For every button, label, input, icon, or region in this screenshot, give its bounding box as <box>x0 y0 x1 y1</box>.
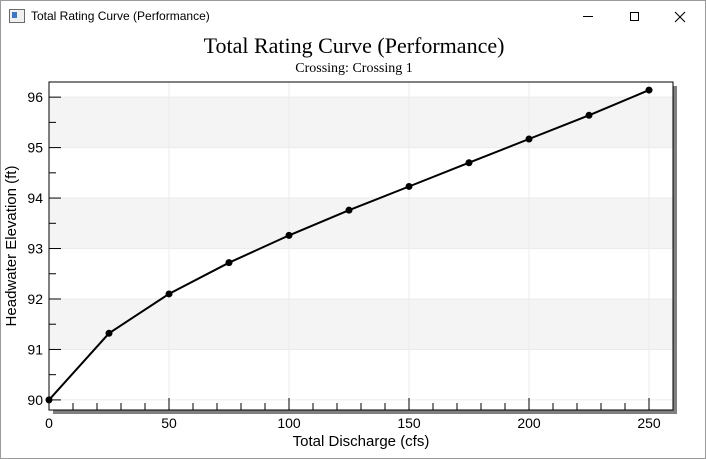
x-tick-label: 250 <box>637 415 661 431</box>
y-tick-label: 90 <box>27 392 43 408</box>
title-bar[interactable]: Total Rating Curve (Performance) <box>1 1 705 32</box>
data-point <box>225 259 233 267</box>
y-tick-label: 95 <box>27 140 43 156</box>
chart-subtitle: Crossing: Crossing 1 <box>295 61 412 76</box>
plot-band <box>49 97 673 148</box>
plot-band <box>49 298 673 350</box>
app-icon <box>9 9 25 23</box>
data-point <box>45 396 53 404</box>
minimize-button[interactable] <box>565 1 611 32</box>
y-tick-label: 92 <box>27 291 43 307</box>
x-tick-label: 150 <box>397 415 421 431</box>
y-tick-label: 96 <box>27 89 43 105</box>
chart-title: Total Rating Curve (Performance) <box>204 33 505 58</box>
x-tick-label: 200 <box>517 415 541 431</box>
x-axis-label: Total Discharge (cfs) <box>293 433 430 450</box>
close-button[interactable] <box>657 1 703 32</box>
y-tick-label: 93 <box>27 241 43 257</box>
data-point <box>285 231 293 239</box>
data-point <box>345 206 353 214</box>
close-icon <box>674 11 686 22</box>
maximize-button[interactable] <box>611 1 657 32</box>
y-axis-label: Headwater Elevation (ft) <box>3 166 20 327</box>
data-point <box>525 135 533 143</box>
x-tick-label: 50 <box>161 415 177 431</box>
x-tick-label: 0 <box>45 415 53 431</box>
data-point <box>645 86 653 94</box>
y-tick-label: 91 <box>27 341 43 357</box>
window-title: Total Rating Curve (Performance) <box>31 9 210 23</box>
x-tick-label: 100 <box>277 415 301 431</box>
data-point <box>405 182 413 190</box>
y-tick-label: 94 <box>27 190 43 206</box>
rating-curve-chart: Total Rating Curve (Performance) Crossin… <box>3 33 677 450</box>
maximize-icon <box>629 12 639 21</box>
data-point <box>165 290 173 298</box>
data-point <box>105 329 113 337</box>
data-point <box>465 159 473 167</box>
data-point <box>585 111 593 119</box>
minimize-icon <box>583 16 593 17</box>
